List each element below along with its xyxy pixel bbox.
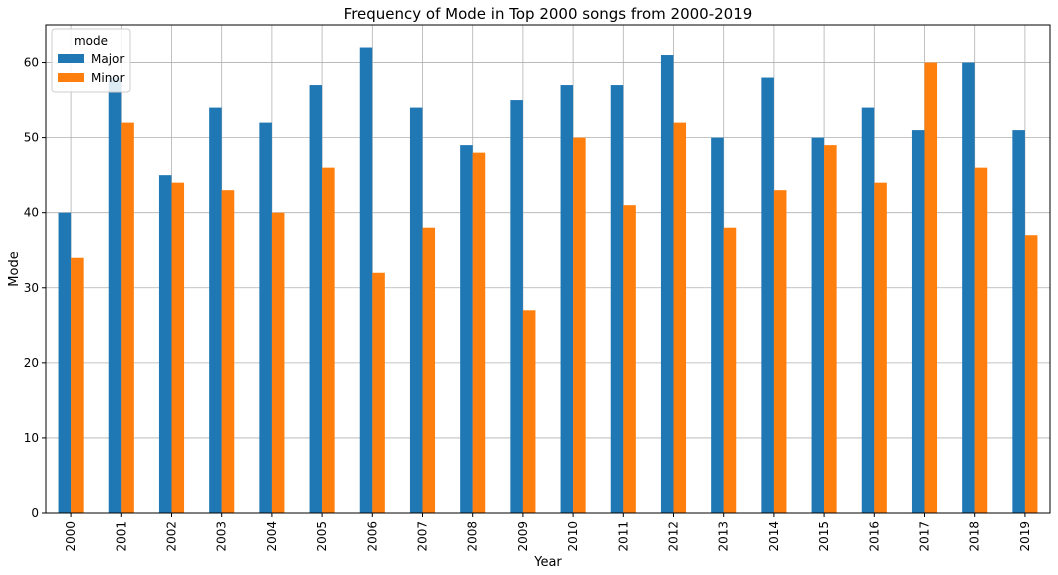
y-tick-label: 10	[24, 431, 39, 445]
x-tick-label: 2018	[968, 521, 982, 552]
x-axis-label: Year	[533, 555, 562, 570]
bar-major-2005	[309, 85, 323, 514]
legend-swatch-major	[58, 54, 84, 63]
y-tick-label: 20	[24, 356, 39, 370]
x-tick-label: 2009	[516, 521, 530, 552]
y-axis-ticks: 0 10 20 30 40 50 60	[24, 56, 46, 520]
bar-minor-2018	[974, 167, 988, 513]
bar-minor-2017	[924, 62, 938, 514]
x-tick-label: 2010	[566, 521, 580, 552]
y-tick-label: 60	[24, 56, 39, 70]
bar-major-2008	[460, 145, 473, 513]
y-tick-label: 30	[24, 281, 39, 295]
bar-minor-2008	[472, 152, 486, 513]
bar-minor-2016	[874, 182, 887, 513]
chart-title: Frequency of Mode in Top 2000 songs from…	[344, 5, 753, 23]
x-axis-ticks: 2000 2001 2002 2003 2004 2005 2006 2007 2008 2009…	[64, 513, 1032, 552]
bar-minor-2010	[573, 137, 586, 513]
bar-major-2015	[811, 137, 825, 513]
bar-major-2010	[560, 85, 574, 514]
bar-major-2014	[761, 77, 774, 514]
bar-minor-2015	[824, 145, 837, 513]
bar-minor-2001	[121, 122, 134, 513]
y-tick-label: 0	[31, 506, 39, 520]
bar-minor-2000	[71, 257, 84, 513]
grid	[46, 25, 1050, 514]
bar-minor-2012	[673, 122, 687, 513]
y-tick-label: 40	[24, 206, 39, 220]
bar-major-2018	[962, 62, 975, 514]
x-tick-label: 2007	[416, 521, 430, 552]
x-tick-label: 2008	[466, 521, 480, 552]
x-tick-label: 2004	[265, 521, 279, 552]
x-tick-label: 2003	[215, 521, 229, 552]
x-tick-label: 2014	[767, 521, 781, 552]
bar-major-2000	[58, 212, 72, 513]
legend-label-major: Major	[91, 52, 124, 66]
bar-major-2001	[108, 77, 122, 514]
x-tick-label: 2016	[867, 521, 881, 552]
x-tick-label: 2013	[717, 521, 731, 552]
bar-major-2012	[660, 55, 674, 514]
x-tick-label: 2000	[64, 521, 78, 552]
bar-minor-2011	[623, 205, 636, 513]
x-tick-label: 2012	[667, 521, 681, 552]
bars	[58, 47, 1038, 514]
y-axis-label: Mode	[7, 251, 22, 286]
bar-minor-2013	[723, 227, 737, 513]
bar-major-2019	[1012, 130, 1025, 513]
bar-minor-2005	[322, 167, 335, 513]
bar-major-2007	[409, 107, 423, 513]
bar-minor-2009	[522, 310, 536, 513]
x-tick-label: 2001	[114, 521, 128, 552]
bar-major-2016	[861, 107, 875, 513]
bar-major-2013	[711, 137, 724, 513]
x-tick-label: 2006	[365, 521, 379, 552]
bar-major-2003	[209, 107, 222, 513]
bar-minor-2004	[271, 212, 285, 513]
x-tick-label: 2017	[918, 521, 932, 552]
bar-major-2002	[158, 175, 172, 513]
x-tick-label: 2019	[1018, 521, 1032, 552]
legend-title: mode	[74, 34, 108, 48]
plot-frame	[45, 24, 1051, 514]
x-tick-label: 2011	[616, 521, 630, 552]
bar-minor-2003	[221, 190, 235, 513]
legend-label-minor: Minor	[91, 71, 125, 85]
bar-major-2006	[359, 47, 373, 514]
legend-swatch-minor	[58, 73, 84, 82]
x-tick-label: 2015	[817, 521, 831, 552]
bar-major-2017	[911, 130, 925, 513]
bar-major-2011	[610, 85, 624, 514]
bar-minor-2014	[773, 190, 787, 513]
y-tick-label: 50	[24, 131, 39, 145]
bar-minor-2006	[372, 272, 385, 513]
legend: mode Major Minor	[51, 28, 131, 93]
x-tick-label: 2005	[315, 521, 329, 552]
bar-minor-2007	[422, 227, 436, 513]
bar-minor-2002	[171, 182, 185, 513]
bar-major-2004	[259, 122, 272, 513]
bar-minor-2019	[1024, 235, 1038, 513]
bar-major-2009	[510, 100, 523, 514]
x-tick-label: 2002	[165, 521, 179, 552]
